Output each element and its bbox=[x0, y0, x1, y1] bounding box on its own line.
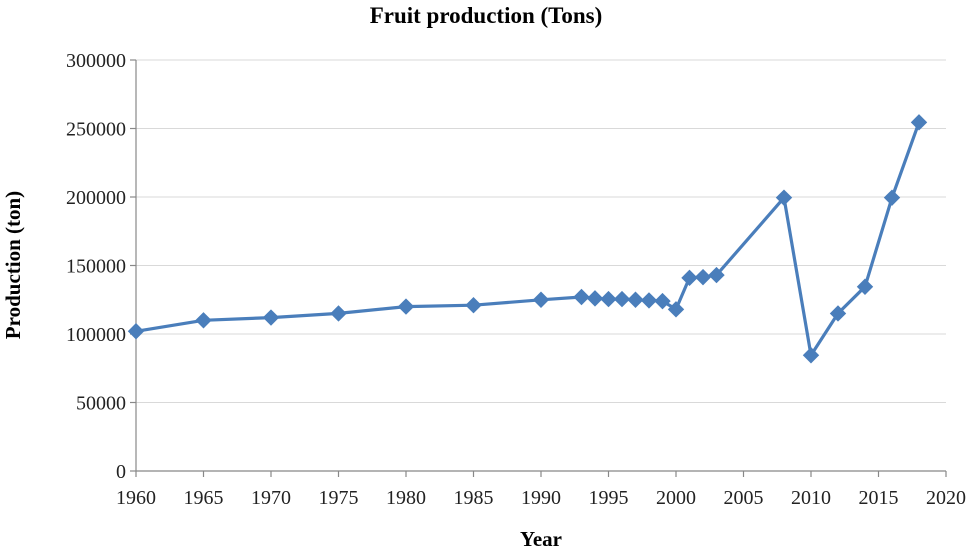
data-point-marker bbox=[708, 266, 725, 284]
data-point-marker bbox=[775, 189, 793, 206]
x-tick-label: 1985 bbox=[454, 487, 494, 509]
data-point-marker bbox=[640, 292, 658, 309]
data-point-marker bbox=[694, 268, 712, 286]
data-point-marker bbox=[681, 269, 698, 287]
series-line bbox=[135, 121, 921, 357]
x-tick-labels: 1960 1965 1970 1975 1980 1985 1990 1995 2000 2005… bbox=[116, 487, 966, 509]
data-point-marker bbox=[600, 290, 617, 308]
x-tick-label: 2010 bbox=[791, 487, 831, 509]
x-tick-label: 1975 bbox=[319, 487, 359, 509]
data-point-marker bbox=[856, 278, 874, 295]
x-tick-label: 1980 bbox=[386, 487, 426, 509]
x-tick-label: 2015 bbox=[859, 487, 899, 509]
data-point-marker bbox=[667, 301, 685, 318]
y-tick-label: 300000 bbox=[66, 50, 126, 72]
y-tick-label: 100000 bbox=[66, 324, 126, 346]
x-axis-label: Year bbox=[520, 527, 562, 551]
y-tick-label: 0 bbox=[116, 461, 126, 483]
data-point-marker bbox=[613, 290, 631, 308]
x-tick-label: 1990 bbox=[521, 487, 561, 509]
data-point-marker bbox=[829, 305, 847, 322]
x-tick-label: 1960 bbox=[116, 487, 156, 509]
y-tick-label: 150000 bbox=[66, 256, 126, 278]
y-tick-label: 250000 bbox=[66, 119, 126, 141]
data-point-marker bbox=[195, 312, 212, 329]
data-point-marker bbox=[397, 298, 415, 315]
data-point-marker bbox=[883, 189, 901, 206]
data-point-marker bbox=[127, 323, 145, 340]
data-point-marker bbox=[573, 288, 590, 306]
y-axis-label: Production (ton) bbox=[1, 191, 25, 339]
x-tick-label: 1970 bbox=[251, 487, 291, 509]
chart-title: Fruit production (Tons) bbox=[370, 3, 603, 28]
x-tick-label: 1965 bbox=[184, 487, 224, 509]
data-point-marker bbox=[586, 290, 604, 307]
x-tick-label: 2005 bbox=[724, 487, 764, 509]
data-point-marker bbox=[802, 347, 820, 364]
data-point-marker bbox=[910, 114, 928, 131]
x-tick-label: 2000 bbox=[656, 487, 696, 509]
x-tick-label: 1995 bbox=[589, 487, 629, 509]
x-tick-label: 2020 bbox=[926, 487, 966, 509]
data-point-marker bbox=[627, 291, 644, 308]
axes bbox=[130, 59, 947, 477]
gridlines bbox=[136, 59, 946, 403]
data-point-marker bbox=[532, 291, 550, 308]
y-tick-label: 200000 bbox=[66, 187, 126, 209]
series-fruit-production bbox=[127, 114, 928, 364]
data-point-marker bbox=[330, 305, 347, 322]
y-tick-label: 50000 bbox=[76, 393, 126, 415]
data-point-marker bbox=[262, 309, 280, 326]
y-tick-labels: 0 50000 100000 150000 200000 250000 300000 bbox=[66, 50, 126, 483]
data-point-marker bbox=[654, 292, 671, 310]
data-point-marker bbox=[465, 297, 482, 314]
